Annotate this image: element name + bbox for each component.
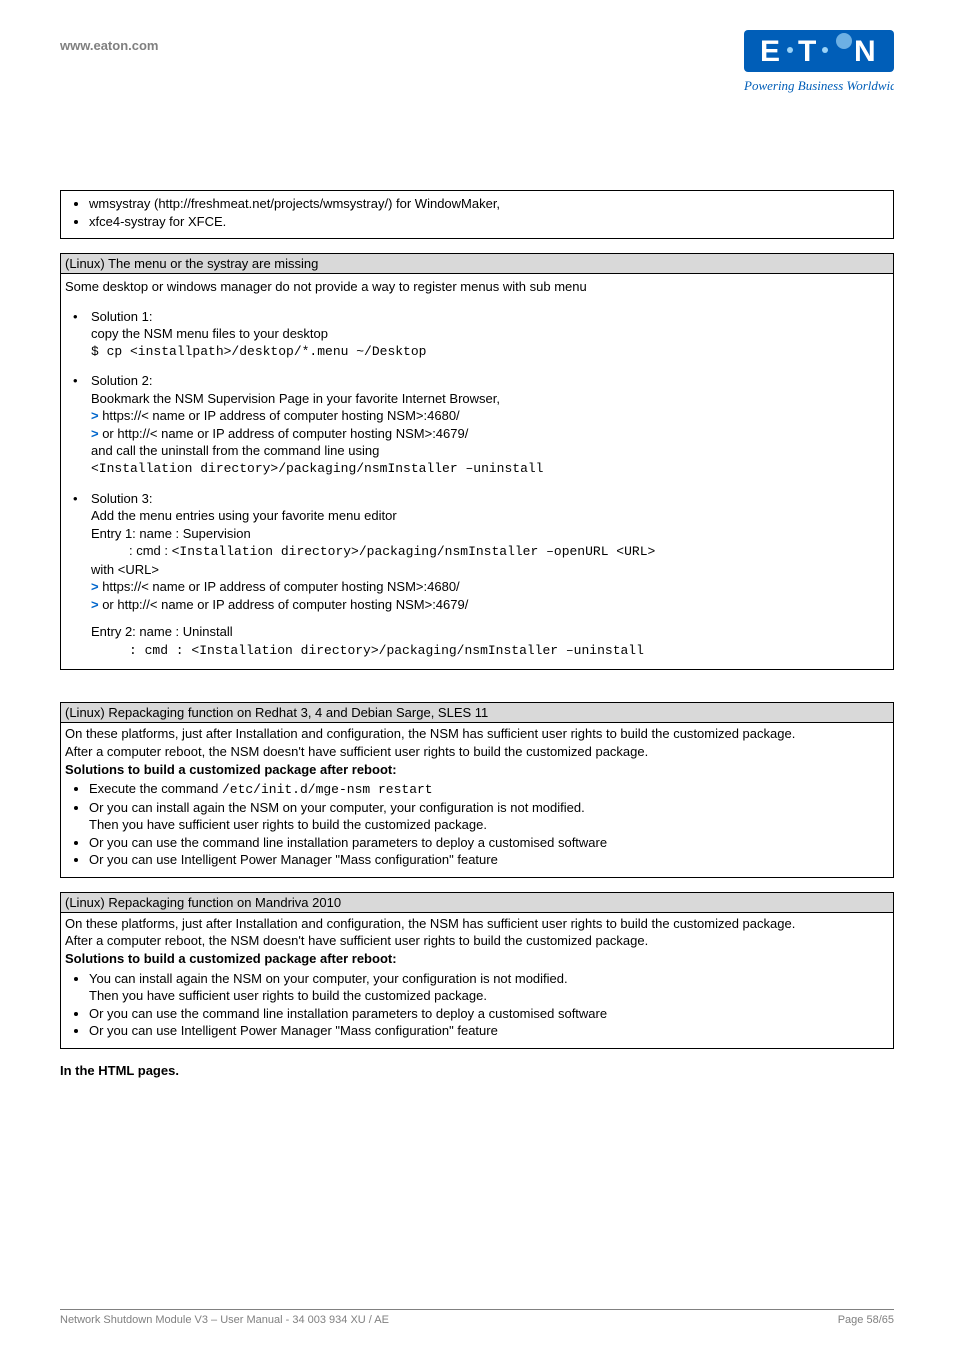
list-item: wmsystray (http://freshmeat.net/projects…	[89, 195, 889, 213]
code-line: $ cp <installpath>/desktop/*.menu ~/Desk…	[91, 343, 889, 361]
paragraph: On these platforms, just after Installat…	[65, 915, 889, 933]
box-systray-missing: (Linux) The menu or the systray are miss…	[60, 253, 894, 670]
intro-text: Some desktop or windows manager do not p…	[65, 278, 889, 296]
code-inline: /etc/init.d/mge-nsm restart	[222, 782, 433, 797]
box-repackaging-redhat: (Linux) Repackaging function on Redhat 3…	[60, 702, 894, 877]
box-title: (Linux) The menu or the systray are miss…	[61, 254, 893, 274]
list-item: You can install again the NSM on your co…	[89, 970, 889, 1005]
solutions-heading: Solutions to build a customized package …	[65, 950, 889, 968]
paragraph: On these platforms, just after Installat…	[65, 725, 889, 743]
footer-left: Network Shutdown Module V3 – User Manual…	[60, 1314, 389, 1326]
list-item: xfce4-systray for XFCE.	[89, 213, 889, 231]
text-line: with <URL>	[91, 561, 889, 579]
solution-label: Solution 2:	[91, 372, 152, 390]
site-url: www.eaton.com	[60, 30, 158, 53]
section-heading: In the HTML pages.	[60, 1063, 894, 1078]
paragraph: After a computer reboot, the NSM doesn't…	[65, 932, 889, 950]
solutions-heading: Solutions to build a customized package …	[65, 761, 889, 779]
list-item: Or you can use Intelligent Power Manager…	[89, 1022, 889, 1040]
logo-text: E	[760, 35, 780, 68]
solution-label: Solution 1:	[91, 308, 152, 326]
url-line: or http://< name or IP address of comput…	[99, 597, 469, 612]
text-line: Entry 1: name : Supervision	[91, 525, 889, 543]
text-line: Entry 2: name : Uninstall	[91, 623, 889, 641]
solution-label: Solution 3:	[91, 490, 152, 508]
svg-text:T: T	[798, 35, 816, 68]
code-line: <Installation directory>/packaging/nsmIn…	[91, 460, 889, 478]
eaton-logo-icon: E T N Powering Business Worldwide	[724, 30, 894, 100]
text-line: Add the menu entries using your favorite…	[91, 507, 889, 525]
logo: E T N Powering Business Worldwide	[724, 30, 894, 100]
cmd-prefix: : cmd :	[129, 643, 191, 658]
url-line: https://< name or IP address of computer…	[99, 408, 460, 423]
page-footer: Network Shutdown Module V3 – User Manual…	[60, 1309, 894, 1326]
box-title: (Linux) Repackaging function on Redhat 3…	[61, 703, 893, 723]
cmd-prefix: : cmd :	[129, 543, 172, 558]
code-line: <Installation directory>/packaging/nsmIn…	[191, 643, 643, 658]
list-item: Or you can use the command line installa…	[89, 834, 889, 852]
text-line: copy the NSM menu files to your desktop	[91, 325, 889, 343]
text-line: Bookmark the NSM Supervision Page in you…	[91, 390, 889, 408]
prompt-icon: >	[91, 426, 99, 441]
list-item: Or you can install again the NSM on your…	[89, 799, 889, 834]
paragraph: After a computer reboot, the NSM doesn't…	[65, 743, 889, 761]
box-repackaging-mandriva: (Linux) Repackaging function on Mandriva…	[60, 892, 894, 1049]
text-line: and call the uninstall from the command …	[91, 442, 889, 460]
url-line: or http://< name or IP address of comput…	[99, 426, 469, 441]
prompt-icon: >	[91, 579, 99, 594]
prompt-icon: >	[91, 597, 99, 612]
logo-tagline: Powering Business Worldwide	[743, 78, 894, 93]
code-line: <Installation directory>/packaging/nsmIn…	[172, 544, 656, 559]
footer-right: Page 58/65	[838, 1314, 894, 1326]
box-wm-systray: wmsystray (http://freshmeat.net/projects…	[60, 190, 894, 239]
list-item: Or you can use the command line installa…	[89, 1005, 889, 1023]
svg-text:N: N	[854, 35, 876, 68]
list-item: Or you can use Intelligent Power Manager…	[89, 851, 889, 869]
box-title: (Linux) Repackaging function on Mandriva…	[61, 893, 893, 913]
prompt-icon: >	[91, 408, 99, 423]
url-line: https://< name or IP address of computer…	[99, 579, 460, 594]
page-header: www.eaton.com E T N Powering Business Wo…	[60, 30, 894, 100]
list-item: Execute the command /etc/init.d/mge-nsm …	[89, 780, 889, 799]
